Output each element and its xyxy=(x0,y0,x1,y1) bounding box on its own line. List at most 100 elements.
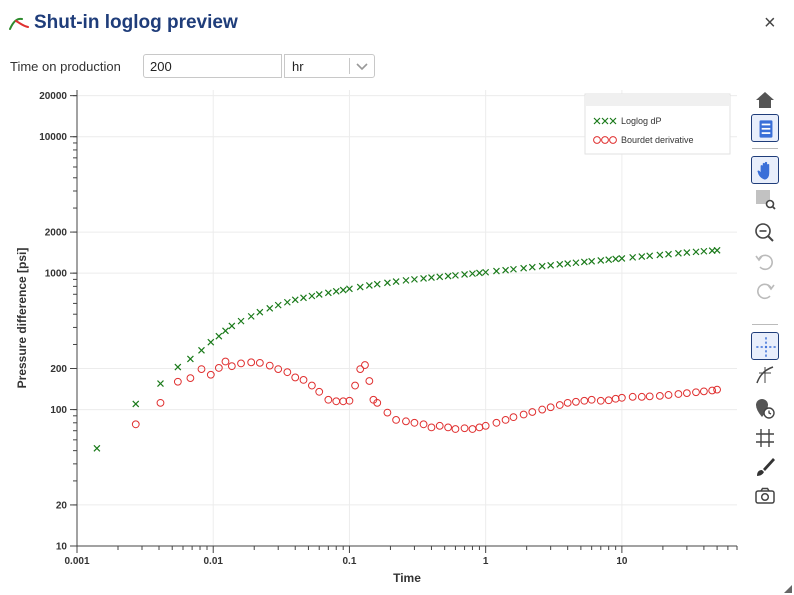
loglog-dp-point xyxy=(618,255,626,262)
loglog-dp-point xyxy=(228,322,236,330)
loglog-dp-point xyxy=(713,246,721,254)
grid-toggle-button[interactable] xyxy=(751,424,779,452)
bourdet-derivative-point xyxy=(299,376,308,384)
x-axis-label: Time xyxy=(393,571,421,585)
bourdet-derivative-point xyxy=(324,395,333,404)
legend-icon xyxy=(759,120,773,138)
bourdet-derivative-point xyxy=(356,365,365,373)
bourdet-derivative-point xyxy=(274,365,283,373)
loglog-dp-point xyxy=(461,271,468,278)
close-button[interactable]: × xyxy=(764,12,776,34)
loglog-dp-point xyxy=(520,264,528,272)
loglog-dp-point xyxy=(237,317,245,325)
undo-button[interactable] xyxy=(751,248,779,276)
camera-icon xyxy=(755,487,775,504)
time-on-production-input[interactable] xyxy=(143,54,282,78)
bourdet-derivative-point xyxy=(460,424,469,433)
screenshot-button[interactable] xyxy=(751,482,779,510)
bourdet-derivative-point xyxy=(206,370,215,379)
box-zoom-button[interactable] xyxy=(751,185,779,213)
unit-select[interactable]: hr xyxy=(284,54,375,78)
resize-grip-icon[interactable] xyxy=(782,583,792,593)
bourdet-derivative-point xyxy=(692,388,700,397)
grid-icon xyxy=(756,429,774,447)
bourdet-derivative-point xyxy=(332,397,341,406)
y-tick-label: 2000 xyxy=(45,228,68,239)
legend-dp-marker xyxy=(609,117,617,125)
loglog-dp-point xyxy=(420,274,427,282)
loglog-dp-point xyxy=(482,268,490,276)
pan-button[interactable] xyxy=(751,156,779,184)
loglog-dp-point xyxy=(332,287,340,295)
bourdet-derivative-point xyxy=(538,405,547,414)
bourdet-derivative-point xyxy=(528,408,537,416)
loglog-dp-point xyxy=(198,346,205,354)
loglog-dp-point xyxy=(683,249,691,257)
legend-derivative-marker xyxy=(609,136,617,144)
loglog-dp-point xyxy=(411,275,418,283)
bourdet-derivative-point xyxy=(373,398,382,407)
loglog-dp-point xyxy=(700,247,708,255)
bourdet-derivative-point xyxy=(307,381,316,390)
bourdet-derivative-point xyxy=(351,381,359,390)
bourdet-derivative-point xyxy=(674,390,683,398)
loglog-dp-point xyxy=(402,276,410,284)
loglog-dp-point xyxy=(564,260,572,267)
bourdet-derivative-point xyxy=(419,420,428,429)
bourdet-derivative-point xyxy=(546,403,555,412)
loglog-dp-point xyxy=(215,332,223,340)
loglog-dp-point xyxy=(291,296,299,304)
bourdet-derivative-point xyxy=(156,398,165,407)
bourdet-derivative-point xyxy=(682,389,691,398)
bourdet-derivative-point xyxy=(173,377,182,386)
loglog-dp-point xyxy=(365,282,373,289)
y-axis-label: Pressure difference [psi] xyxy=(15,248,29,389)
loglog-dp-point xyxy=(538,262,546,270)
loglog-dp-point xyxy=(665,250,672,258)
bourdet-derivative-point xyxy=(365,377,374,385)
undo-icon xyxy=(755,254,773,271)
bourdet-derivative-point xyxy=(131,420,140,429)
bourdet-derivative-point xyxy=(186,374,195,383)
legend-header xyxy=(586,95,729,106)
bourdet-derivative-point xyxy=(315,387,324,396)
zoom-out-icon xyxy=(755,223,774,242)
loglog-dp-point xyxy=(324,289,332,297)
legend-derivative-marker xyxy=(601,136,609,144)
clock-pin-icon xyxy=(756,399,775,419)
loglog-dp-point xyxy=(356,283,364,291)
brush-button[interactable] xyxy=(751,453,779,481)
loglog-dp-point xyxy=(346,285,353,293)
legend-toggle-button[interactable] xyxy=(751,114,779,142)
title-bar: Shut-in loglog preview × xyxy=(0,0,794,48)
loglog-dp-point xyxy=(157,380,164,388)
legend-derivative-marker xyxy=(593,136,601,144)
loglog-dp-point xyxy=(436,273,444,281)
chevron-down-icon[interactable] xyxy=(352,56,372,76)
bourdet-derivative-point xyxy=(699,387,708,396)
x-tick-label: 1 xyxy=(483,556,489,567)
bourdet-derivative-point xyxy=(410,418,419,427)
loglog-dp-point xyxy=(207,338,215,346)
loglog-dp-point xyxy=(339,286,347,294)
loglog-dp-point xyxy=(476,269,483,277)
unit-select-separator xyxy=(349,58,350,74)
bourdet-derivative-point xyxy=(708,386,717,395)
clock-pin-button[interactable] xyxy=(751,395,779,423)
hover-button[interactable] xyxy=(751,361,779,389)
brush-icon xyxy=(757,458,775,476)
zoom-out-button[interactable] xyxy=(751,219,779,247)
bourdet-derivative-point xyxy=(555,401,564,409)
crosshair-button[interactable] xyxy=(751,332,779,360)
loglog-chart[interactable]: 0.001 0.01 0.1 1 10 10 20 100 200 1000 2000 10000 20… xyxy=(0,84,748,590)
loglog-dp-point xyxy=(510,265,517,273)
crosshair-icon xyxy=(756,337,776,357)
bourdet-derivative-point xyxy=(283,368,292,377)
loglog-dp-point xyxy=(605,256,613,264)
loglog-dp-point xyxy=(266,304,274,312)
legend-dp-marker xyxy=(593,117,601,125)
reset-button[interactable] xyxy=(751,86,779,114)
redo-button[interactable] xyxy=(751,277,779,305)
loglog-dp-point xyxy=(274,301,282,309)
loglog-dp-point xyxy=(256,308,264,316)
